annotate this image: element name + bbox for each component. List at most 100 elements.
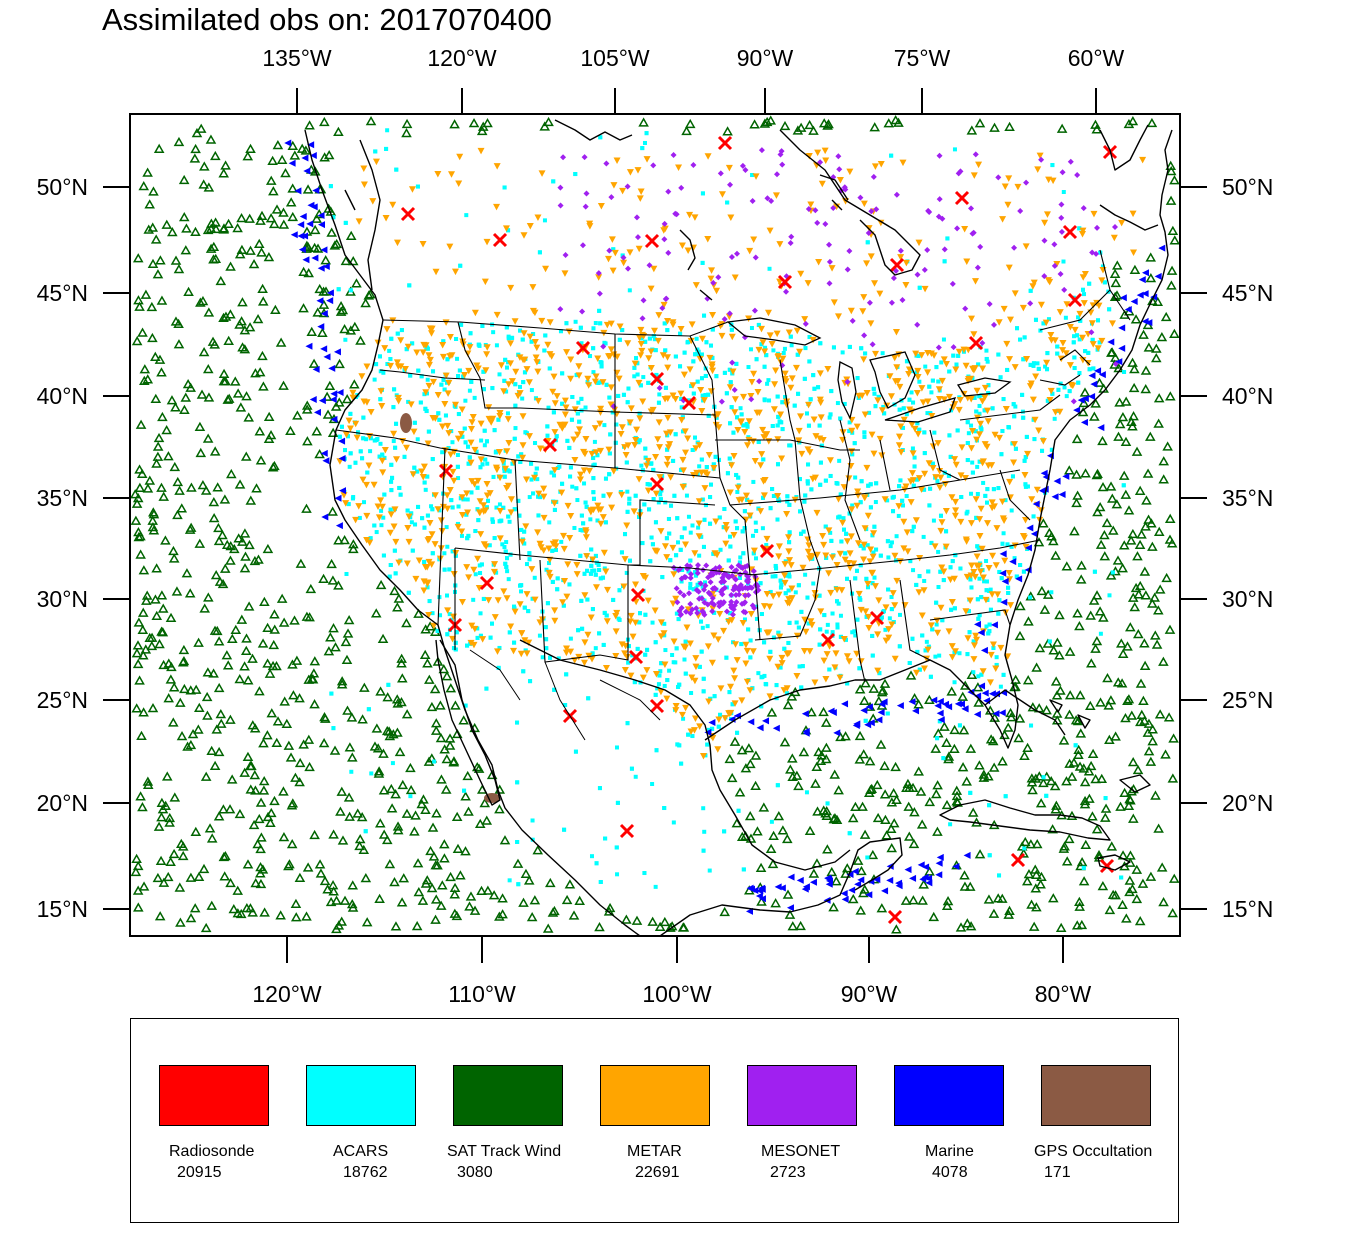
metar-marker [428, 531, 436, 538]
acars-marker [699, 376, 704, 381]
sat-track-wind-marker [1052, 637, 1063, 647]
sat-track-wind-marker [389, 585, 400, 596]
sat-track-wind-marker [430, 725, 442, 735]
metar-marker [600, 549, 608, 557]
metar-marker [1024, 450, 1032, 458]
acars-marker [443, 413, 448, 418]
sat-track-wind-marker [370, 608, 382, 618]
sat-track-wind-marker [1112, 260, 1123, 270]
acars-marker [627, 558, 632, 563]
acars-marker [415, 437, 420, 442]
acars-marker [975, 464, 980, 469]
sat-track-wind-marker [437, 880, 448, 890]
sat-track-wind-marker [924, 866, 935, 876]
acars-marker [861, 546, 866, 551]
acars-marker [573, 749, 578, 754]
acars-marker [607, 451, 612, 456]
sat-track-wind-marker [158, 659, 169, 670]
metar-marker [504, 416, 512, 423]
acars-marker [462, 788, 467, 793]
acars-marker [621, 392, 626, 397]
sat-track-wind-marker [184, 524, 196, 534]
acars-marker [386, 682, 391, 687]
metar-marker [862, 608, 870, 615]
sat-track-wind-marker [1072, 490, 1083, 500]
acars-marker [527, 551, 532, 556]
metar-marker [875, 597, 883, 604]
acars-marker [756, 322, 761, 327]
acars-marker [394, 421, 399, 426]
metar-marker [765, 629, 773, 636]
metar-marker [785, 596, 793, 603]
acars-marker [742, 509, 747, 514]
sat-track-wind-marker [791, 770, 803, 780]
metar-marker [937, 474, 945, 482]
acars-marker [928, 674, 933, 679]
sat-track-wind-marker [249, 555, 261, 566]
acars-marker [346, 434, 351, 439]
metar-marker [995, 319, 1003, 326]
sat-track-wind-marker [168, 545, 179, 556]
metar-marker [737, 418, 745, 425]
sat-track-wind-marker [195, 123, 207, 133]
acars-marker [907, 660, 912, 665]
metar-marker [661, 225, 669, 233]
sat-track-wind-marker [967, 807, 979, 817]
sat-track-wind-marker [426, 753, 438, 763]
sat-track-wind-marker [1111, 499, 1123, 509]
sat-track-wind-marker [397, 779, 409, 790]
acars-marker [799, 685, 804, 690]
acars-marker [934, 622, 939, 627]
acars-marker [1045, 398, 1050, 403]
sat-track-wind-marker [441, 753, 453, 764]
metar-marker [755, 409, 763, 417]
sat-track-wind-marker [1085, 700, 1096, 711]
acars-marker [517, 513, 522, 518]
sat-track-wind-marker [512, 858, 524, 868]
sat-track-wind-marker [265, 213, 277, 223]
acars-marker [709, 482, 714, 487]
sat-track-wind-marker [206, 833, 218, 843]
sat-track-wind-marker [374, 818, 386, 828]
sat-track-wind-marker [256, 832, 267, 842]
metar-marker [760, 603, 768, 610]
acars-marker [576, 628, 581, 633]
sat-track-wind-marker [165, 674, 177, 684]
metar-marker [561, 397, 569, 405]
acars-marker [459, 322, 464, 327]
acars-marker [966, 609, 971, 614]
sat-track-wind-marker [750, 750, 762, 760]
metar-marker [525, 379, 533, 386]
acars-marker [441, 339, 446, 344]
sat-track-wind-marker [137, 650, 149, 660]
sat-track-wind-marker [1128, 411, 1139, 421]
acars-marker [505, 556, 510, 561]
sat-track-wind-marker [1139, 715, 1150, 725]
sat-track-wind-marker [208, 241, 220, 252]
metar-marker [942, 543, 950, 551]
acars-marker [387, 348, 392, 353]
sat-track-wind-marker [239, 767, 250, 777]
sat-track-wind-marker [545, 877, 556, 888]
acars-marker [445, 357, 450, 362]
sat-track-wind-marker [1120, 713, 1131, 723]
acars-marker [802, 376, 807, 381]
acars-marker [364, 437, 369, 442]
metar-marker [855, 392, 863, 400]
acars-marker [859, 346, 864, 351]
metar-marker [816, 370, 824, 377]
acars-marker [767, 398, 772, 403]
acars-marker [358, 449, 363, 454]
sat-track-wind-marker [138, 707, 149, 717]
acars-marker [696, 525, 701, 530]
acars-marker [706, 392, 711, 397]
sat-track-wind-marker [289, 615, 300, 625]
metar-marker [526, 333, 534, 341]
sat-track-wind-marker [276, 593, 288, 603]
sat-track-wind-marker [1094, 606, 1106, 616]
sat-track-wind-marker [186, 482, 197, 492]
acars-marker [894, 558, 899, 563]
metar-marker [378, 503, 386, 511]
acars-marker [794, 620, 799, 625]
metar-marker [686, 211, 694, 219]
